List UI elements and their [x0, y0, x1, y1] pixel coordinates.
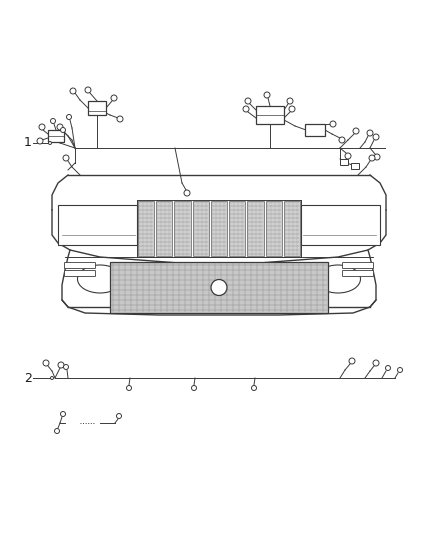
Text: 1: 1 [24, 136, 32, 149]
Circle shape [67, 115, 71, 119]
Circle shape [63, 155, 69, 161]
Ellipse shape [78, 265, 123, 293]
FancyBboxPatch shape [343, 262, 374, 269]
Circle shape [374, 154, 380, 160]
FancyBboxPatch shape [229, 201, 245, 256]
Circle shape [211, 279, 227, 295]
Circle shape [287, 98, 293, 104]
Circle shape [60, 411, 66, 416]
Circle shape [245, 98, 251, 104]
Circle shape [385, 366, 391, 370]
FancyBboxPatch shape [340, 159, 348, 165]
Circle shape [349, 358, 355, 364]
Circle shape [127, 385, 131, 391]
Circle shape [373, 360, 379, 366]
Circle shape [117, 414, 121, 418]
Circle shape [50, 118, 56, 124]
FancyBboxPatch shape [305, 124, 325, 136]
Circle shape [111, 95, 117, 101]
FancyBboxPatch shape [193, 201, 209, 256]
Circle shape [264, 92, 270, 98]
Circle shape [243, 106, 249, 112]
Circle shape [64, 365, 68, 369]
Circle shape [49, 141, 52, 144]
FancyBboxPatch shape [256, 106, 284, 124]
FancyBboxPatch shape [64, 262, 95, 269]
Circle shape [70, 88, 76, 94]
Circle shape [85, 87, 91, 93]
FancyBboxPatch shape [58, 205, 137, 245]
FancyBboxPatch shape [211, 201, 227, 256]
FancyBboxPatch shape [88, 101, 106, 115]
Circle shape [37, 138, 43, 144]
Circle shape [251, 385, 257, 391]
FancyBboxPatch shape [301, 205, 380, 245]
FancyBboxPatch shape [247, 201, 264, 256]
FancyBboxPatch shape [351, 163, 359, 169]
Circle shape [345, 153, 351, 159]
Text: 2: 2 [24, 372, 32, 384]
FancyBboxPatch shape [156, 201, 173, 256]
FancyBboxPatch shape [284, 201, 300, 256]
FancyBboxPatch shape [48, 130, 64, 142]
FancyBboxPatch shape [138, 201, 154, 256]
FancyBboxPatch shape [265, 201, 282, 256]
Circle shape [60, 127, 66, 133]
Circle shape [289, 106, 295, 112]
Circle shape [58, 362, 64, 368]
Circle shape [50, 376, 53, 379]
FancyBboxPatch shape [110, 262, 328, 313]
Circle shape [191, 385, 197, 391]
Circle shape [330, 121, 336, 127]
Ellipse shape [315, 265, 360, 293]
Circle shape [339, 137, 345, 143]
Circle shape [43, 360, 49, 366]
Circle shape [117, 116, 123, 122]
Circle shape [398, 367, 403, 373]
FancyBboxPatch shape [64, 271, 95, 277]
FancyBboxPatch shape [174, 201, 191, 256]
Circle shape [54, 429, 60, 433]
FancyBboxPatch shape [343, 271, 374, 277]
Circle shape [373, 134, 379, 140]
Circle shape [367, 130, 373, 136]
Circle shape [57, 124, 63, 130]
Circle shape [353, 128, 359, 134]
Circle shape [39, 124, 45, 130]
Circle shape [184, 190, 190, 196]
Circle shape [369, 155, 375, 161]
